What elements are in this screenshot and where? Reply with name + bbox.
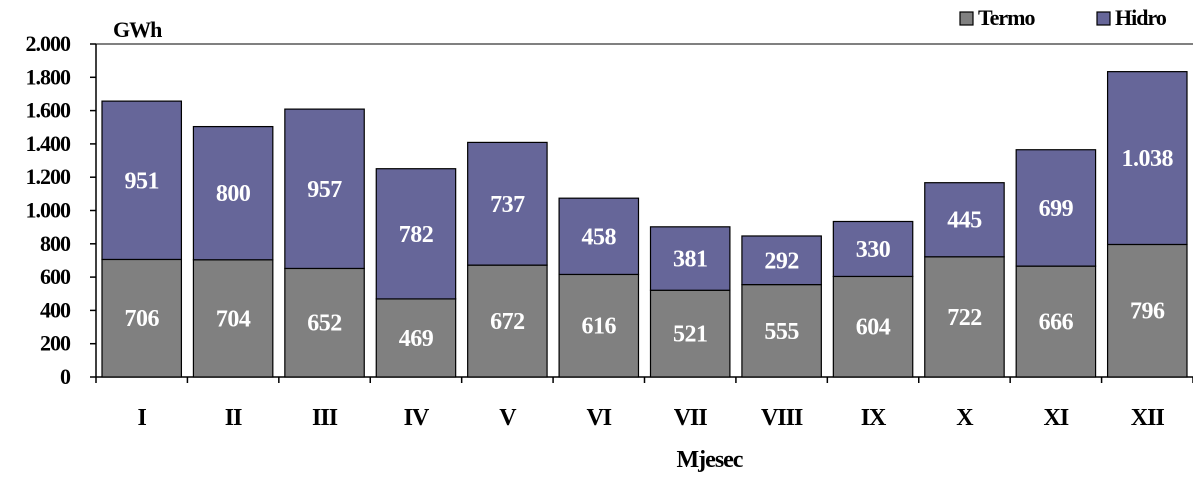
x-axis-title: Mjesec bbox=[677, 447, 744, 473]
legend: Termo Hidro bbox=[960, 5, 1167, 30]
data-label-hidro-ix: 330 bbox=[856, 237, 891, 263]
unit-label: GWh bbox=[113, 17, 162, 42]
y-tick-label: 600 bbox=[40, 264, 71, 289]
data-label-hidro-xi: 699 bbox=[1039, 196, 1074, 222]
data-label-hidro-viii: 292 bbox=[764, 248, 799, 274]
data-label-termo-iii: 652 bbox=[307, 311, 342, 337]
legend-label-termo: Termo bbox=[978, 5, 1036, 30]
data-label-termo-xi: 666 bbox=[1039, 310, 1074, 336]
x-category-label: I bbox=[138, 405, 147, 431]
x-category-label: X bbox=[956, 405, 974, 431]
x-category-label: XI bbox=[1044, 405, 1069, 431]
data-label-hidro-vii: 381 bbox=[673, 247, 708, 273]
y-tick-label: 200 bbox=[40, 331, 71, 356]
x-category-label: V bbox=[499, 405, 517, 431]
y-tick-label: 400 bbox=[40, 297, 71, 322]
data-label-termo-iv: 469 bbox=[399, 326, 434, 352]
x-category-label: IV bbox=[404, 405, 430, 431]
x-category-label: IX bbox=[861, 405, 887, 431]
data-label-hidro-v: 737 bbox=[490, 192, 525, 218]
y-tick-label: 0 bbox=[60, 364, 71, 389]
y-tick-label: 1.000 bbox=[26, 198, 72, 223]
data-label-termo-viii: 555 bbox=[764, 319, 799, 345]
x-category-label: VI bbox=[586, 405, 611, 431]
bars-layer bbox=[102, 72, 1187, 377]
data-label-termo-ii: 704 bbox=[216, 306, 251, 332]
data-label-hidro-iii: 957 bbox=[307, 177, 342, 203]
data-label-termo-vii: 521 bbox=[673, 322, 708, 348]
data-label-termo-v: 672 bbox=[490, 309, 525, 335]
data-label-termo-ix: 604 bbox=[856, 315, 891, 341]
x-category-label: VII bbox=[674, 405, 708, 431]
data-label-hidro-xii: 1.038 bbox=[1122, 146, 1174, 172]
data-label-hidro-vi: 458 bbox=[582, 224, 617, 250]
y-tick-label: 1.600 bbox=[26, 98, 72, 123]
data-label-termo-i: 706 bbox=[124, 306, 159, 332]
data-label-hidro-ii: 800 bbox=[216, 181, 251, 207]
y-tick-label: 2.000 bbox=[26, 31, 72, 56]
legend-label-hidro: Hidro bbox=[1115, 5, 1167, 30]
x-category-label: II bbox=[225, 405, 242, 431]
data-label-termo-x: 722 bbox=[947, 305, 982, 331]
data-label-hidro-x: 445 bbox=[947, 208, 982, 234]
y-tick-label: 800 bbox=[40, 231, 71, 256]
x-category-label: III bbox=[312, 405, 338, 431]
y-tick-label: 1.200 bbox=[26, 164, 72, 189]
y-tick-label: 1.400 bbox=[26, 131, 72, 156]
legend-swatch-hidro bbox=[1097, 12, 1110, 25]
data-label-termo-vi: 616 bbox=[582, 314, 617, 340]
data-label-termo-xii: 796 bbox=[1130, 299, 1165, 325]
y-tick-label: 1.800 bbox=[26, 64, 72, 89]
data-label-hidro-iv: 782 bbox=[399, 222, 434, 248]
x-category-label: XII bbox=[1131, 405, 1165, 431]
data-label-hidro-i: 951 bbox=[124, 168, 159, 194]
legend-swatch-termo bbox=[960, 12, 973, 25]
x-category-label: VIII bbox=[761, 405, 803, 431]
